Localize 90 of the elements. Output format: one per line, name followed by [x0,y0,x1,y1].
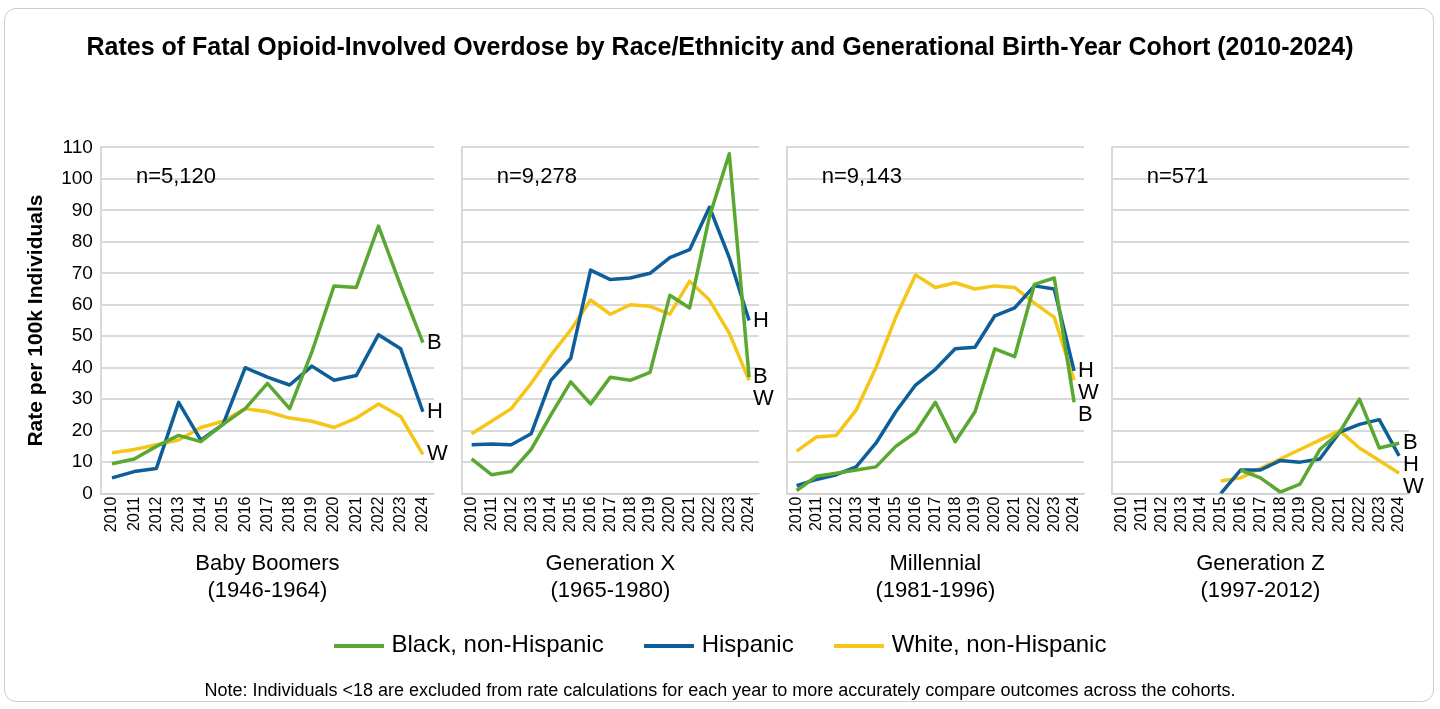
x-tick-label: 2016 [1230,496,1248,533]
x-tick-label: 2013 [1171,496,1189,533]
y-tick-label: 100 [61,167,93,189]
x-tick-label: 2012 [146,496,164,533]
x-tick-label: 2014 [191,496,209,533]
x-tick-label: 2022 [1024,496,1042,533]
x-tick-label: 2017 [925,496,943,533]
x-tick-label: 2010 [1112,496,1130,533]
y-tick-label: 60 [71,293,93,314]
y-tick-label: 90 [71,198,93,220]
x-tick-label: 2013 [169,496,187,533]
x-tick-label: 2014 [866,496,884,533]
x-tick-label: 2018 [620,496,638,533]
annotation: H [426,397,443,423]
x-tick-label: 2023 [391,496,409,533]
y-axis-title: Rate per 100k Individuals [23,194,47,447]
text: Rates of Fatal Opioid-Involved Overdose by Race/Ethnicity and Generational Birth-Year Cohort (2010-2024) [85,31,1355,62]
annotation: n=5,120 [135,163,217,189]
x-tick-label: 2021 [1330,496,1348,533]
x-axis-title: Generation X (1965-1980) [545,550,676,602]
x-tick-label: 2019 [302,496,320,533]
x-tick-label: 2012 [826,496,844,533]
y-tick-label: 30 [71,387,93,409]
y-tick-label: 80 [71,230,93,252]
x-tick-label: 2014 [1191,496,1209,533]
x-tick-label: 2023 [1044,496,1062,533]
x-tick-label: 2022 [1349,496,1367,533]
y-tick-label: 0 [82,481,93,503]
x-axis-title: Generation Z (1997-2012) [1196,550,1325,602]
x-tick-label: 2018 [945,496,963,533]
y-tick-label: 10 [71,450,93,472]
x-tick-label: 2012 [1151,496,1169,533]
y-tick-label: 40 [71,355,93,377]
x-tick-label: 2018 [1270,496,1288,533]
annotation: n=9,143 [821,163,902,189]
x-tick-label: 2015 [561,496,579,533]
x-tick-label: 2020 [985,496,1003,533]
annotation: H [753,306,769,332]
x-tick-label: 2020 [660,496,678,533]
x-tick-label: 2017 [1250,496,1268,533]
x-tick-label: 2016 [905,496,923,533]
x-tick-label: 2015 [886,496,904,533]
x-tick-label: 2024 [1064,496,1082,533]
x-tick-label: 2023 [1369,496,1387,533]
x-tick-label: 2024 [413,496,431,533]
annotation: n=571 [1146,163,1209,189]
x-tick-label: 2016 [580,496,598,533]
x-tick-label: 2019 [965,496,983,533]
x-tick-label: 2016 [235,496,253,533]
x-tick-label: 2011 [124,496,142,532]
x-tick-label: 2024 [739,496,757,533]
x-tick-label: 2017 [600,496,618,533]
text: Note: Individuals <18 are excluded from rate calculations for each year to more accurately compare outcomes across the cohorts. [203,680,1237,701]
y-tick-label: 20 [71,418,93,440]
x-tick-label: 2021 [346,496,364,533]
x-tick-label: 2018 [280,496,298,533]
y-tick-label: 50 [71,324,93,346]
x-tick-label: 2021 [1005,496,1023,533]
x-tick-label: 2020 [1310,496,1328,533]
annotation: n=9,278 [496,163,577,189]
x-tick-label: 2014 [541,496,559,533]
x-tick-label: 2019 [1290,496,1308,533]
x-tick-label: 2024 [1389,496,1407,533]
x-tick-label: 2010 [787,496,805,533]
x-tick-label: 2023 [719,496,737,533]
x-tick-label: 2015 [213,496,231,533]
legend-label: Black, non-Hispanic [390,630,604,658]
x-tick-label: 2011 [806,496,824,532]
x-tick-label: 2012 [501,496,519,533]
x-tick-label: 2020 [324,496,342,533]
x-tick-label: 2013 [846,496,864,533]
x-tick-label: 2017 [257,496,275,533]
x-tick-label: 2010 [102,496,120,533]
x-tick-label: 2019 [640,496,658,533]
legend-label: White, non-Hispanic [890,630,1107,658]
x-tick-label: 2013 [521,496,539,533]
y-tick-label: 110 [62,135,93,157]
annotation: B [426,328,442,354]
annotation: W [426,440,448,466]
legend-label: Hispanic [700,630,794,658]
x-tick-label: 2022 [368,496,386,533]
x-tick-label: 2015 [1211,496,1229,533]
x-tick-label: 2010 [462,496,480,533]
y-tick-label: 70 [71,261,93,283]
x-axis-title: Baby Boomers (1946-1964) [195,550,340,602]
x-tick-label: 2011 [1131,496,1149,532]
x-tick-label: 2021 [680,496,698,533]
x-axis-title: Millennial (1981-1996) [875,550,996,602]
x-tick-label: 2011 [481,496,499,532]
x-tick-label: 2022 [699,496,717,533]
